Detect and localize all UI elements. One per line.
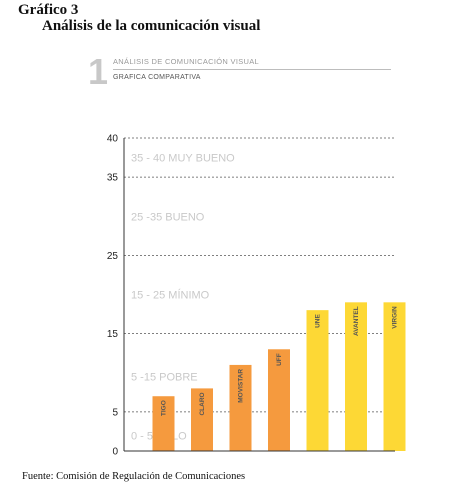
bar bbox=[152, 396, 175, 451]
band-label: 15 - 25 MÍNIMO bbox=[131, 289, 210, 302]
band-label: 35 - 40 MUY BUENO bbox=[131, 153, 235, 165]
band-label: 5 -15 POBRE bbox=[131, 372, 198, 384]
bar-label: UNE bbox=[315, 313, 322, 327]
bar-label: CLARO bbox=[199, 392, 206, 415]
figure-header-rule bbox=[113, 69, 391, 70]
bar bbox=[345, 302, 367, 451]
y-tick-label: 0 bbox=[112, 447, 118, 458]
figure-header-title: ANÁLISIS DE COMUNICACIÓN VISUAL bbox=[113, 57, 259, 66]
band-label: 25 -35 BUENO bbox=[131, 211, 205, 223]
bar-label: MOVISTAR bbox=[238, 369, 245, 403]
bar-label: VIRGIN bbox=[392, 306, 399, 329]
bar bbox=[383, 302, 406, 451]
bar bbox=[191, 388, 213, 451]
document-title: Gráfico 3 bbox=[18, 2, 79, 18]
y-tick-label: 5 bbox=[112, 407, 118, 418]
source-note: Fuente: Comisión de Regulación de Comuni… bbox=[22, 471, 246, 482]
document-subtitle: Análisis de la comunicación visual bbox=[42, 18, 261, 34]
bar bbox=[268, 349, 290, 451]
bar-label: UFF bbox=[276, 353, 283, 366]
y-tick-label: 40 bbox=[107, 134, 119, 145]
figure-header-subtitle: GRAFICA COMPARATIVA bbox=[113, 74, 201, 81]
figure-number: 1 bbox=[88, 51, 109, 92]
bar bbox=[229, 364, 252, 451]
y-tick-label: 15 bbox=[107, 329, 119, 340]
bar bbox=[306, 310, 329, 451]
y-tick-label: 25 bbox=[107, 251, 119, 262]
bar-label: AVANTEL bbox=[353, 306, 360, 336]
y-tick-label: 35 bbox=[107, 173, 119, 184]
bar-label: TIGO bbox=[161, 400, 168, 416]
